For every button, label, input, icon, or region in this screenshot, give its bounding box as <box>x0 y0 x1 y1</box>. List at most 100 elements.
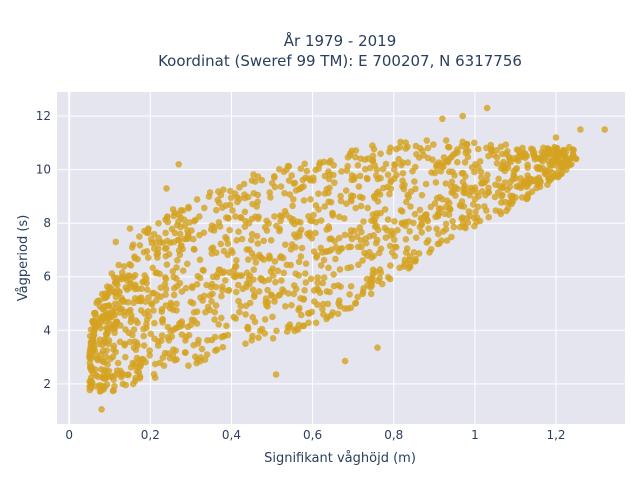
data-point <box>292 187 300 194</box>
data-point <box>433 163 440 171</box>
data-point <box>398 161 405 169</box>
data-point <box>136 242 144 249</box>
data-point <box>248 236 255 244</box>
chart-title: År 1979 - 2019 Koordinat (Sweref 99 TM):… <box>158 31 522 70</box>
data-point <box>232 213 239 220</box>
data-point <box>320 300 327 308</box>
data-point <box>126 338 134 346</box>
data-point <box>334 310 342 318</box>
data-point <box>293 325 300 333</box>
data-point <box>321 203 329 210</box>
data-point <box>251 178 259 185</box>
data-point <box>140 342 148 349</box>
data-point <box>353 233 361 240</box>
data-point <box>336 213 343 221</box>
data-point <box>355 183 363 190</box>
data-point <box>323 315 330 323</box>
data-point <box>176 230 184 238</box>
data-point <box>126 261 133 268</box>
data-point <box>430 141 437 148</box>
data-point <box>255 334 262 342</box>
data-point <box>381 206 389 213</box>
data-point <box>431 169 439 177</box>
data-point <box>191 217 198 225</box>
data-point <box>219 343 227 351</box>
data-point <box>343 200 350 207</box>
data-point <box>449 218 456 225</box>
data-point <box>110 346 117 353</box>
data-point <box>116 305 123 313</box>
data-point <box>313 254 320 261</box>
data-point <box>169 351 177 359</box>
data-point <box>484 171 491 179</box>
data-point <box>271 258 279 265</box>
data-point <box>175 236 183 244</box>
data-point <box>374 344 381 352</box>
data-point <box>337 245 344 253</box>
data-point <box>189 300 197 307</box>
data-point <box>250 266 258 274</box>
data-point <box>348 197 355 205</box>
data-point <box>223 322 230 330</box>
data-point <box>219 269 226 277</box>
data-point <box>105 340 112 348</box>
data-point <box>268 291 275 299</box>
data-point <box>384 216 392 223</box>
data-point <box>282 303 289 310</box>
data-point <box>170 238 178 246</box>
data-point <box>173 300 180 308</box>
data-point <box>323 185 331 193</box>
data-point <box>450 223 458 231</box>
data-point <box>238 235 246 243</box>
data-point <box>271 174 278 181</box>
data-point <box>200 267 207 274</box>
data-point <box>370 232 378 239</box>
data-point <box>307 275 315 283</box>
data-point <box>377 269 385 276</box>
data-point <box>190 235 197 243</box>
data-point <box>373 166 381 173</box>
data-point <box>167 301 175 309</box>
data-point <box>393 171 400 179</box>
data-point <box>173 221 181 229</box>
data-point <box>260 237 268 245</box>
data-point <box>241 223 249 230</box>
data-point <box>442 220 450 228</box>
data-point <box>162 302 170 309</box>
data-point <box>528 145 535 153</box>
data-point <box>601 126 608 133</box>
data-point <box>195 336 202 344</box>
data-point <box>448 233 455 241</box>
data-point <box>258 275 266 283</box>
data-point <box>370 145 378 153</box>
data-point <box>159 315 166 323</box>
data-point <box>267 237 275 244</box>
data-point <box>122 353 129 361</box>
data-point <box>347 283 355 290</box>
data-point <box>134 319 141 327</box>
data-point <box>198 345 206 353</box>
data-point <box>203 351 211 358</box>
data-point <box>278 277 285 284</box>
data-point <box>374 198 382 205</box>
data-point <box>286 321 294 328</box>
data-point <box>114 359 122 367</box>
data-point <box>149 264 156 272</box>
y-tick-label: 4 <box>43 323 51 337</box>
data-point <box>226 226 233 234</box>
data-point <box>348 176 356 184</box>
data-point <box>426 249 433 256</box>
data-point <box>130 344 138 351</box>
data-point <box>354 293 362 301</box>
x-tick-label: 0,2 <box>141 428 160 442</box>
data-point <box>177 320 184 327</box>
data-point <box>290 290 298 298</box>
data-point <box>568 161 575 168</box>
data-point <box>90 344 98 352</box>
data-point <box>411 210 419 218</box>
data-point <box>162 229 169 237</box>
data-point <box>302 260 310 268</box>
data-point <box>99 358 106 365</box>
data-point <box>465 208 473 215</box>
